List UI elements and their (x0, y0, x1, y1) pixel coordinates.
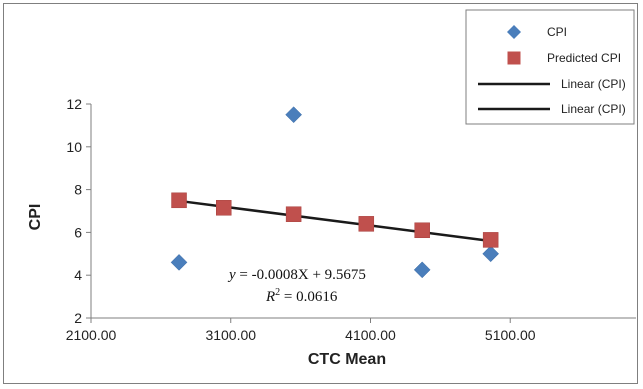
cpi-point (285, 106, 302, 124)
equation-lhs: y (227, 267, 236, 283)
y-tick-label: 6 (74, 224, 82, 240)
y-tick-label: 10 (66, 139, 82, 155)
legend-items: CPI Predicted CPI Linear (CPI) Linear (CPI) (478, 25, 626, 116)
legend-label: Predicted CPI (547, 51, 621, 65)
equation-rhs: = -0.0008X + 9.5675 (236, 267, 366, 283)
y-tick-label: 4 (74, 267, 82, 283)
predicted-cpi-point (482, 232, 499, 248)
r2-sup: 2 (275, 287, 280, 298)
y-tick-label: 2 (74, 310, 82, 326)
cpi-point (482, 245, 500, 263)
r2-rhs: = 0.0616 (280, 289, 338, 305)
x-tick-label: 4100.00 (345, 327, 396, 343)
x-tick-label: 3100.00 (205, 327, 256, 343)
legend-predicted-marker (507, 51, 521, 65)
x-ticks: 2100.00 3100.00 4100.00 5100.00 (66, 318, 536, 343)
scatter-chart: 2100.00 3100.00 4100.00 5100.00 2 4 6 8 10 12 CP… (27, 9, 636, 368)
x-tick-label: 2100.00 (66, 327, 117, 343)
predicted-cpi-point (358, 216, 375, 232)
trend-equation: y = -0.0008X + 9.5675 (227, 267, 366, 283)
predicted-cpi-point (285, 206, 302, 222)
predicted-cpi-point (216, 200, 232, 216)
chart-frame: 2100.00 3100.00 4100.00 5100.00 2 4 6 8 10 12 CP… (3, 3, 638, 384)
cpi-point (413, 261, 431, 279)
legend-label: Linear (CPI) (561, 102, 626, 116)
legend-box (465, 9, 635, 125)
predicted-cpi-point (414, 222, 430, 239)
y-tick-label: 12 (66, 96, 82, 112)
legend: CPI Predicted CPI Linear (CPI) Linear (CPI) (465, 9, 635, 125)
axes (90, 104, 636, 319)
trend-r-squared: R2 = 0.0616 (265, 287, 338, 305)
legend-cpi-marker (507, 25, 521, 39)
cpi-point (170, 254, 188, 271)
r2-lhs: R (265, 289, 275, 305)
y-tick-label: 8 (74, 182, 82, 198)
predicted-cpi-point (171, 192, 187, 209)
x-axis-title: CTC Mean (308, 351, 386, 368)
y-axis-title: CPI (27, 204, 44, 231)
legend-label: Linear (CPI) (561, 77, 626, 91)
y-ticks: 2 4 6 8 10 12 (66, 96, 91, 326)
legend-label: CPI (547, 25, 567, 39)
x-tick-label: 5100.00 (485, 327, 536, 343)
marks-layer (170, 106, 500, 279)
